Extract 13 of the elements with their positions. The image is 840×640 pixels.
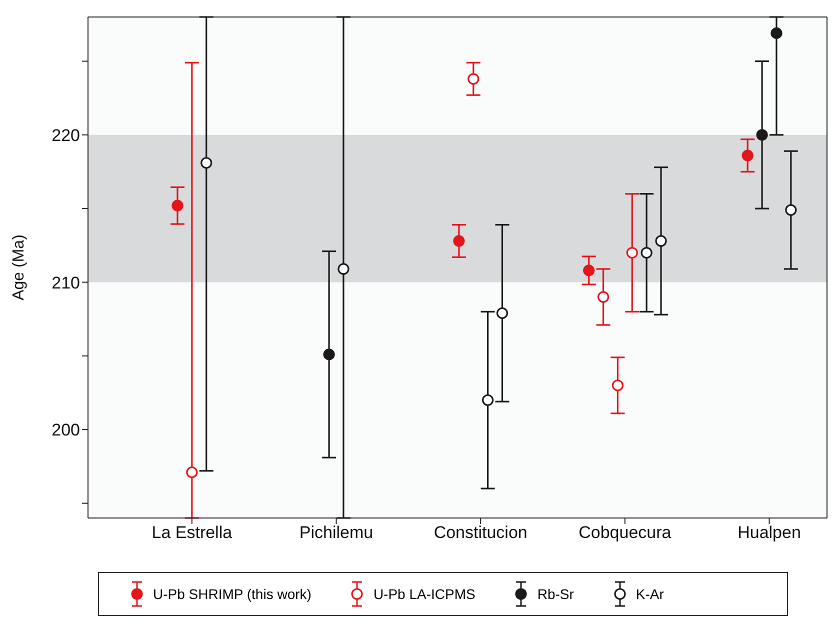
legend-label: K-Ar [636,586,664,602]
x-tick-label: La Estrella [152,523,233,542]
x-tick-label: Constitucion [434,523,528,542]
y-tick-label: 200 [52,420,80,440]
y-tick-label: 220 [52,126,80,145]
x-tick-label: Pichilemu [299,523,374,542]
legend-label: Rb-Sr [537,586,574,602]
y-tick-label: 210 [52,273,80,292]
legend-label: U-Pb LA-ICPMS [373,586,476,602]
x-tick-label: Cobquecura [578,523,672,542]
x-tick-label: Hualpen [738,523,801,542]
y-axis-title: Age (Ma) [10,234,28,300]
legend-label: U-Pb SHRIMP (this work) [153,586,312,602]
